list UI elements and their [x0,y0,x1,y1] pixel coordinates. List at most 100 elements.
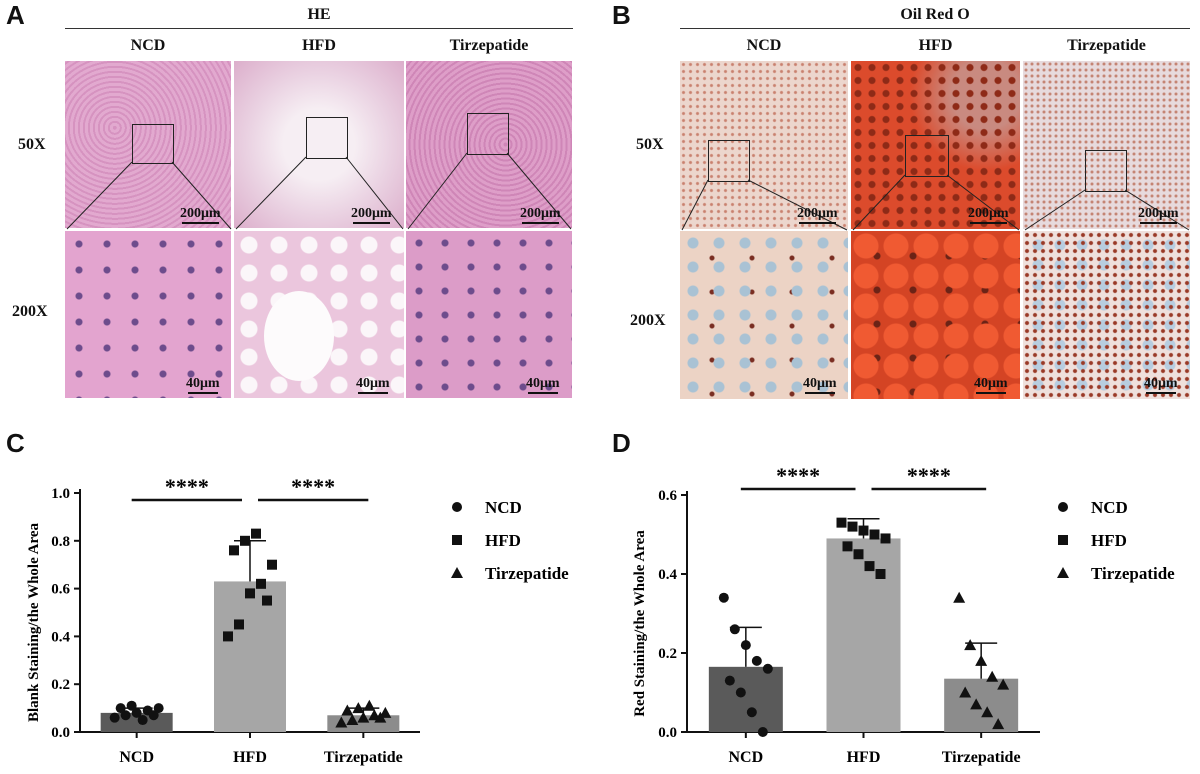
he-ncd-200x-image [65,231,231,398]
data-point [757,727,768,737]
chart-c: 0.0 0.2 0.4 0.6 0.8 1.0 Blank Staining/the Who… [26,474,569,766]
data-point [234,619,244,630]
data-point [379,706,392,718]
oro-ncd-200x-scale: 40μm [803,376,837,394]
he-tirzepatide-200x-scale: 40μm [526,376,560,394]
y-tick-label: 1.0 [51,486,70,502]
x-tick-label: HFD [847,749,881,766]
he-col-hfd: HFD [302,37,336,54]
he-hfd-50x-image [234,61,404,228]
data-point [729,624,740,635]
oro-col-tirzepatide: Tirzepatide [1067,37,1146,54]
he-ncd-50x-image [65,61,231,228]
legend-marker [1058,502,1068,512]
data-point [137,715,148,726]
oro-title-rule [680,28,1190,29]
y-tick-label: 0.6 [658,488,677,504]
y-tick-label: 0.2 [51,677,70,693]
oro-title: Oil Red O [900,6,970,23]
data-point [148,710,159,721]
data-point [986,670,999,682]
y-tick-label: 0.6 [51,582,70,598]
he-hfd-vessel [264,291,334,381]
oro-tirzepatide-200x-image [1023,231,1190,399]
legend-label: HFD [485,531,521,550]
data-point [374,711,387,723]
oro-zoom-connectors [681,174,1190,231]
legend-label: Tirzepatide [1091,564,1175,583]
chart-d: 0.0 0.2 0.4 0.6 Red Staining/the Whole Area N… [632,463,1175,766]
y-tick-label: 0.0 [51,725,70,741]
data-point [718,592,729,603]
y-tick-label: 0.4 [658,567,677,583]
oro-ncd-zoom-box [708,140,750,182]
data-point [245,588,255,599]
data-point [223,631,233,642]
data-point [740,640,751,651]
he-ncd-zoom-box [132,124,174,164]
data-point [262,595,272,606]
data-point [267,559,277,570]
data-point [842,541,853,552]
he-zoom-connectors [66,152,572,230]
panel-label-c: C [6,428,25,458]
y-tick-label: 0.4 [51,629,70,645]
he-hfd-50x-scale: 200μm [351,206,392,224]
data-point [959,686,972,698]
data-point [240,535,250,546]
he-ncd-50x-scale: 200μm [180,206,221,224]
oro-col-ncd: NCD [746,37,782,54]
oro-ncd-50x-image [680,61,848,229]
legend-marker [452,535,462,545]
he-ncd-200x-scale: 40μm [186,376,220,394]
data-point [335,716,348,728]
y-axis-label: Blank Staining/the Whole Area [26,522,42,722]
data-point [346,714,359,726]
data-point [109,712,120,723]
oro-tirzepatide-zoom-box [1085,150,1127,192]
data-point [153,703,164,714]
data-point [997,678,1010,690]
data-point [735,687,746,698]
bar-ncd [708,666,783,732]
legend-marker [1058,535,1068,545]
x-tick-label: NCD [119,749,154,766]
oro-row-200x: 200X [630,312,666,329]
oro-col-hfd: HFD [918,37,953,54]
data-point [724,675,735,686]
he-hfd-zoom-box [306,117,348,159]
legend-label: Tirzepatide [485,564,569,583]
legend-marker [452,502,462,512]
data-point [875,569,886,579]
he-tirzepatide-50x-scale: 200μm [520,206,561,224]
data-point [120,710,131,721]
data-point [953,591,966,603]
x-tick-label: Tirzepatide [942,749,1021,766]
data-point [256,578,266,589]
data-point [357,711,370,723]
data-point [880,533,891,544]
x-tick-label: NCD [728,749,763,766]
data-point [992,718,1005,730]
significance-label: **** [907,463,951,488]
data-point [762,663,773,674]
significance-label: **** [776,463,820,488]
y-axis-label: Red Staining/the Whole Area [632,530,648,717]
legend-label: NCD [1091,498,1128,517]
data-point [975,654,988,666]
he-hfd-200x-image [234,231,404,398]
data-point [864,561,875,572]
y-tick-label: 0.8 [51,534,70,550]
oro-hfd-200x-scale: 40μm [974,376,1008,394]
data-point [869,529,880,540]
oro-row-50x: 50X [636,136,664,153]
oro-hfd-50x-image [851,61,1020,229]
x-tick-label: HFD [233,749,267,766]
data-point [858,525,869,536]
oro-hfd-50x-scale: 200μm [968,206,1009,224]
legend-label: HFD [1091,531,1127,550]
significance-label: **** [165,474,209,499]
y-tick-label: 0.2 [658,646,677,662]
he-tirzepatide-zoom-box [467,113,509,155]
data-point [126,700,137,711]
